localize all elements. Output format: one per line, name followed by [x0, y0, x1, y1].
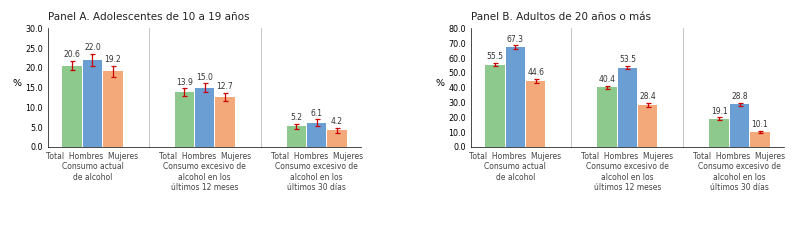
- Text: 44.6: 44.6: [527, 68, 544, 77]
- Text: 28.8: 28.8: [731, 92, 748, 101]
- Bar: [103, 71, 122, 147]
- Bar: [174, 92, 194, 147]
- Bar: [327, 130, 346, 147]
- Bar: [730, 104, 750, 147]
- Text: Total  Hombres  Mujeres: Total Hombres Mujeres: [470, 152, 562, 161]
- Text: 40.4: 40.4: [598, 75, 615, 84]
- Text: Total  Hombres  Mujeres: Total Hombres Mujeres: [46, 152, 138, 161]
- Text: 13.9: 13.9: [176, 78, 193, 87]
- Text: 15.0: 15.0: [196, 73, 213, 82]
- Text: Total  Hombres  Mujeres: Total Hombres Mujeres: [582, 152, 674, 161]
- Bar: [750, 132, 770, 147]
- Text: 55.5: 55.5: [486, 52, 503, 61]
- Bar: [598, 87, 617, 147]
- Text: 6.1: 6.1: [310, 109, 322, 118]
- Text: 28.4: 28.4: [639, 92, 656, 101]
- Bar: [638, 105, 658, 147]
- Bar: [710, 119, 729, 147]
- Text: Consumo excesivo de
alcohol en los
últimos 12 meses: Consumo excesivo de alcohol en los últim…: [586, 162, 669, 192]
- Y-axis label: %: %: [435, 79, 445, 88]
- Bar: [506, 47, 525, 147]
- Bar: [618, 68, 637, 147]
- Text: Total  Hombres  Mujeres: Total Hombres Mujeres: [270, 152, 362, 161]
- Bar: [195, 88, 214, 147]
- Text: 67.3: 67.3: [506, 35, 524, 44]
- Text: 4.2: 4.2: [331, 117, 343, 126]
- Text: Total  Hombres  Mujeres: Total Hombres Mujeres: [158, 152, 250, 161]
- Text: 53.5: 53.5: [619, 55, 636, 64]
- Text: Consumo actual
de alcohol: Consumo actual de alcohol: [62, 162, 123, 182]
- Text: Panel B. Adultos de 20 años o más: Panel B. Adultos de 20 años o más: [471, 12, 651, 22]
- Text: Consumo excesivo de
alcohol en los
últimos 30 días: Consumo excesivo de alcohol en los últim…: [275, 162, 358, 192]
- Bar: [486, 65, 505, 147]
- Bar: [215, 97, 234, 147]
- Bar: [526, 81, 546, 147]
- Text: 19.1: 19.1: [710, 107, 727, 116]
- Y-axis label: %: %: [13, 79, 22, 88]
- Text: 19.2: 19.2: [105, 55, 122, 64]
- Bar: [286, 126, 306, 147]
- Text: 22.0: 22.0: [84, 43, 101, 52]
- Text: Panel A. Adolescentes de 10 a 19 años: Panel A. Adolescentes de 10 a 19 años: [48, 12, 250, 22]
- Text: 5.2: 5.2: [290, 113, 302, 122]
- Text: 10.1: 10.1: [751, 120, 768, 129]
- Text: Total  Hombres  Mujeres: Total Hombres Mujeres: [694, 152, 786, 161]
- Text: Consumo actual
de alcohol: Consumo actual de alcohol: [484, 162, 546, 182]
- Bar: [307, 123, 326, 147]
- Text: Consumo excesivo de
alcohol en los
últimos 30 días: Consumo excesivo de alcohol en los últim…: [698, 162, 781, 192]
- Text: Consumo excesivo de
alcohol en los
últimos 12 meses: Consumo excesivo de alcohol en los últim…: [163, 162, 246, 192]
- Text: 20.6: 20.6: [64, 50, 81, 59]
- Text: 12.7: 12.7: [217, 82, 234, 91]
- Bar: [62, 66, 82, 147]
- Bar: [82, 60, 102, 147]
